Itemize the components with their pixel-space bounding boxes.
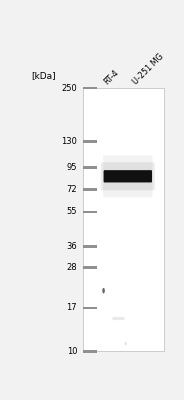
Text: 130: 130 (61, 137, 77, 146)
Bar (83, 245, 97, 248)
Text: 250: 250 (61, 84, 77, 92)
Text: 36: 36 (66, 242, 77, 251)
Text: U-251 MG: U-251 MG (131, 52, 165, 86)
Circle shape (102, 288, 105, 294)
Bar (83, 166, 97, 168)
FancyBboxPatch shape (113, 317, 125, 320)
Bar (83, 188, 97, 191)
Bar (83, 306, 97, 309)
Text: 10: 10 (67, 347, 77, 356)
Bar (83, 87, 97, 90)
Text: 17: 17 (67, 304, 77, 312)
FancyBboxPatch shape (101, 162, 155, 190)
Bar (83, 266, 97, 268)
FancyBboxPatch shape (103, 155, 153, 197)
Text: 95: 95 (67, 163, 77, 172)
Bar (83, 350, 97, 353)
FancyBboxPatch shape (104, 170, 152, 182)
Text: RT-4: RT-4 (102, 68, 120, 86)
Bar (83, 88, 164, 351)
Bar (83, 140, 97, 143)
Text: 28: 28 (67, 263, 77, 272)
Circle shape (125, 342, 127, 346)
Text: [kDa]: [kDa] (32, 71, 56, 80)
Text: 72: 72 (67, 185, 77, 194)
Bar (83, 210, 97, 213)
Text: 55: 55 (67, 208, 77, 216)
